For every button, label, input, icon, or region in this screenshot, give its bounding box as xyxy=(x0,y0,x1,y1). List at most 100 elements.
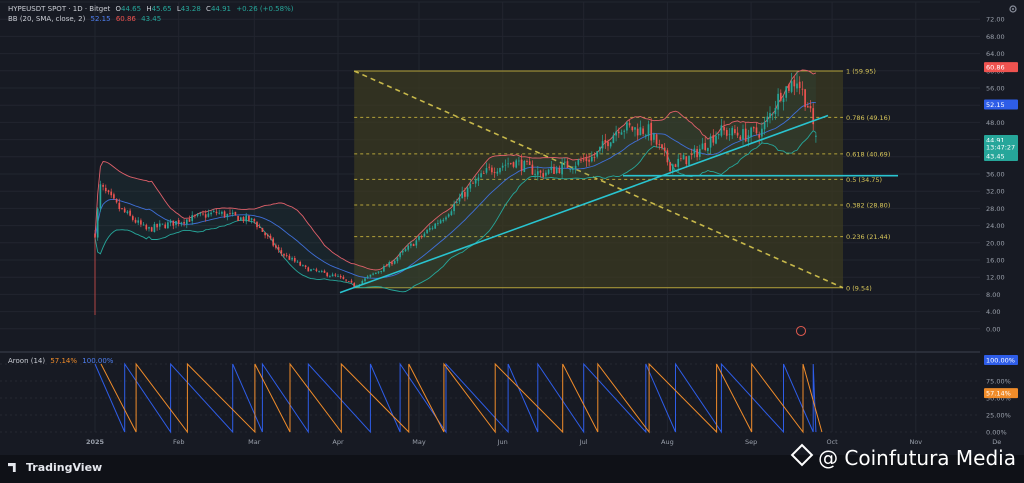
candle-body xyxy=(450,211,453,216)
price-axis-tick: 8.00 xyxy=(986,291,1000,299)
candle-body xyxy=(150,227,153,232)
fib-level-label: 0.618 (40.69) xyxy=(846,150,890,158)
bb-upper-line xyxy=(94,69,817,271)
candle-body xyxy=(129,210,131,216)
candle-body xyxy=(663,147,666,152)
candle-body xyxy=(669,162,671,172)
candle-body xyxy=(709,136,712,148)
candle-body xyxy=(631,126,634,131)
legend-aroon-row[interactable]: Aroon (14) 57.14% 100.00% xyxy=(8,357,116,365)
candle-body xyxy=(302,265,304,266)
candle-body xyxy=(366,276,369,278)
candle-body xyxy=(153,224,156,233)
candle-body xyxy=(202,213,204,215)
candle-body xyxy=(785,86,788,98)
candle-body xyxy=(115,198,118,203)
candle-body xyxy=(96,208,99,238)
time-axis-tick: May xyxy=(412,438,426,446)
aroon-tag-label: 57.14% xyxy=(986,390,1011,398)
candle-body xyxy=(391,262,393,265)
candle-body xyxy=(455,202,458,204)
candle-body xyxy=(434,223,437,229)
candle-body xyxy=(779,92,782,101)
candle-body xyxy=(531,164,534,175)
candle-body xyxy=(636,128,639,136)
candle-body xyxy=(701,143,704,150)
candle-body xyxy=(650,122,653,141)
candle-body xyxy=(688,155,690,165)
candle-body xyxy=(401,250,404,253)
candle-body xyxy=(563,161,566,163)
candle-body xyxy=(234,211,237,216)
candle-body xyxy=(647,124,650,137)
candle-body xyxy=(582,159,585,161)
time-axis-tick: Jun xyxy=(497,438,508,446)
candle-body xyxy=(690,154,693,156)
ohlc-close: 44.91 xyxy=(210,5,231,13)
fib-level-label: 0 (9.54) xyxy=(846,284,872,292)
gear-icon[interactable] xyxy=(1008,4,1018,14)
candle-body xyxy=(118,202,121,210)
candle-body xyxy=(353,283,356,288)
candle-body xyxy=(547,169,550,174)
candle-body xyxy=(280,250,283,254)
candle-body xyxy=(766,116,769,122)
candle-body xyxy=(612,135,615,144)
candle-body xyxy=(393,260,396,264)
candle-body xyxy=(674,164,677,168)
candle-body xyxy=(291,257,293,260)
aroon-tag-bg xyxy=(984,388,1018,399)
price-tag-label: 13:47:27 xyxy=(986,144,1015,152)
price-axis-tick: 68.00 xyxy=(986,33,1005,41)
price-axis-tick: 4.00 xyxy=(986,308,1000,316)
candle-body xyxy=(102,184,104,187)
candle-body xyxy=(131,216,134,220)
candle-body xyxy=(782,98,785,102)
candle-body xyxy=(458,197,461,202)
price-tag-bg xyxy=(984,62,1018,73)
price-axis-tick: 64.00 xyxy=(986,50,1005,58)
candle-body xyxy=(771,113,774,115)
candle-body xyxy=(644,134,647,136)
tradingview-logo[interactable]: TradingView xyxy=(8,461,102,474)
legend-bb-row[interactable]: BB (20, SMA, close, 2) 52.15 60.86 43.45 xyxy=(8,15,164,23)
candle-body xyxy=(175,220,177,225)
candle-body xyxy=(747,135,750,142)
candle-body xyxy=(442,219,445,222)
tradingview-logo-icon xyxy=(8,463,16,472)
candle-body xyxy=(761,128,763,137)
price-tag-label: 43.45 xyxy=(986,153,1005,161)
candle-body xyxy=(377,271,380,273)
candle-body xyxy=(423,233,426,237)
candle-body xyxy=(536,171,539,175)
candle-body xyxy=(99,184,102,209)
candle-body xyxy=(599,146,601,151)
aroon-tag-label: 100.00% xyxy=(986,357,1015,365)
bb-basis-value: 52.15 xyxy=(90,15,111,23)
candle-body xyxy=(380,270,383,273)
alert-icon[interactable] xyxy=(796,325,806,336)
candle-body xyxy=(126,211,129,214)
candle-body xyxy=(437,223,439,224)
fib-level-label: 0.236 (21.44) xyxy=(846,233,890,241)
candle-body xyxy=(137,220,140,223)
price-tag-label: 44.91 xyxy=(986,137,1005,145)
candle-body xyxy=(372,273,374,275)
candle-body xyxy=(736,132,739,136)
aroon-axis-tick: 25.00% xyxy=(986,412,1011,420)
candle-body xyxy=(642,128,644,134)
candle-body xyxy=(518,160,520,162)
symbol-label: HYPEUSDT SPOT · 1D · Bitget xyxy=(8,5,111,13)
fib-level-label: 0.5 (34.75) xyxy=(846,176,882,184)
candle-body xyxy=(194,215,196,217)
candle-body xyxy=(331,274,334,277)
price-axis-tick: 36.00 xyxy=(986,171,1005,179)
ohlc-high: 45.65 xyxy=(151,5,172,13)
candle-body xyxy=(226,213,229,218)
candle-body xyxy=(763,121,766,130)
candle-body xyxy=(707,147,709,151)
candle-body xyxy=(774,107,777,115)
candle-body xyxy=(574,165,577,169)
candle-body xyxy=(466,187,469,197)
